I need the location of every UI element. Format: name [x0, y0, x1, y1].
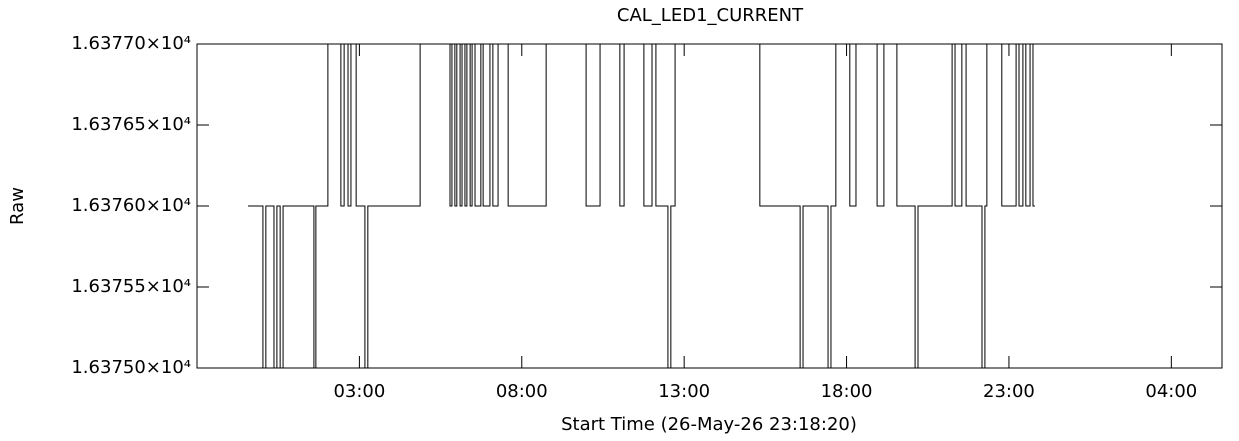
y-tick-label: 1.63755×10⁴ [71, 276, 191, 297]
x-tick-label: 13:00 [658, 381, 710, 402]
x-axis-label: Start Time (26-May-26 23:18:20) [561, 414, 857, 435]
x-tick-label: 04:00 [1145, 381, 1197, 402]
y-tick-label: 1.63765×10⁴ [71, 114, 191, 135]
y-tick-label: 1.63770×10⁴ [71, 33, 191, 54]
y-axis-label: Raw [7, 187, 28, 225]
data-line [247, 43, 1035, 369]
x-tick-label: 08:00 [496, 381, 548, 402]
chart-title: CAL_LED1_CURRENT [617, 5, 804, 26]
x-tick-label: 23:00 [983, 381, 1035, 402]
y-tick-label: 1.63750×10⁴ [71, 357, 191, 378]
y-tick-label: 1.63760×10⁴ [71, 195, 191, 216]
x-tick-label: 03:00 [333, 381, 385, 402]
x-tick-label: 18:00 [821, 381, 873, 402]
